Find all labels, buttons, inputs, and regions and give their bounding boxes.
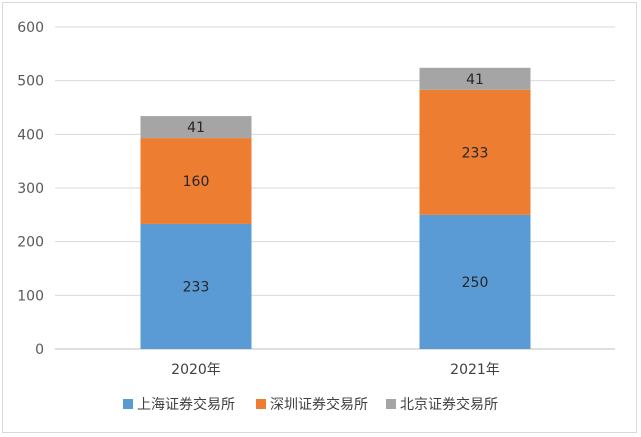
y-tick-label-500: 500 — [17, 74, 44, 90]
y-tick-label-200: 200 — [17, 235, 44, 251]
bar-segment-0-1 — [140, 138, 252, 224]
data-label-0-2: 41 — [187, 120, 205, 136]
legend-label-2: 北京证券交易所 — [400, 396, 498, 413]
y-tick-label-400: 400 — [17, 127, 44, 143]
x-category-label-0: 2020年 — [171, 362, 221, 378]
bar-segment-0-2 — [140, 116, 252, 139]
bar-segment-0-0 — [140, 223, 252, 349]
y-tick-label-300: 300 — [17, 181, 44, 197]
bar-segment-1-0 — [419, 214, 531, 349]
data-label-1-0: 250 — [462, 275, 489, 291]
legend-label-0: 上海证券交易所 — [137, 396, 235, 413]
legend-swatch-0 — [123, 399, 133, 409]
y-tick-label-0: 0 — [35, 342, 44, 358]
data-label-1-2: 41 — [466, 72, 484, 88]
gridlines — [55, 26, 615, 350]
bar-segment-1-1 — [419, 89, 531, 215]
bar-segment-1-2 — [419, 67, 531, 90]
data-label-0-1: 160 — [183, 174, 210, 190]
x-category-label-1: 2021年 — [450, 362, 500, 378]
y-tick-label-600: 600 — [17, 20, 44, 36]
bars: 233 160 41 250 233 41 — [140, 67, 531, 349]
chart-frame — [2, 2, 637, 433]
legend-label-1: 深圳证券交易所 — [270, 396, 368, 413]
data-label-0-0: 233 — [183, 279, 210, 295]
legend-swatch-1 — [256, 399, 266, 409]
legend: 上海证券交易所 深圳证券交易所 北京证券交易所 — [123, 396, 498, 413]
x-axis-labels: 2020年 2021年 — [171, 362, 500, 378]
y-axis-ticks: 0 100 200 300 400 500 600 — [17, 20, 44, 358]
legend-swatch-2 — [386, 399, 396, 409]
data-label-1-1: 233 — [462, 145, 489, 161]
y-tick-label-100: 100 — [17, 288, 44, 304]
